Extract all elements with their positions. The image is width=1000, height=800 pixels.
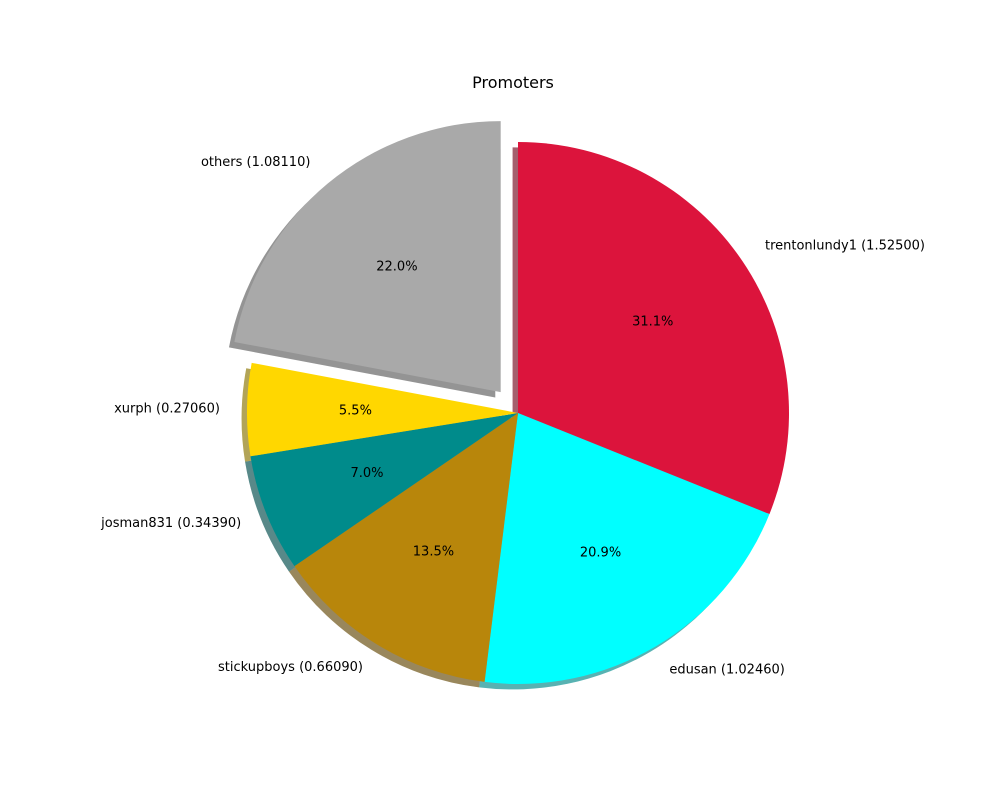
slice-xurph — [247, 362, 518, 457]
slice-label-others: others (1.08110) — [201, 155, 310, 170]
slice-others — [234, 121, 501, 393]
pie-slices — [234, 121, 789, 684]
pct-label-xurph: 5.5% — [339, 403, 372, 418]
slice-labels: trentonlundy1 (1.52500) 31.1% edusan (1.02… — [100, 155, 925, 677]
chart-title: Promoters — [472, 73, 554, 92]
pct-label-edusan: 20.9% — [580, 546, 621, 561]
slice-label-stickupboys: stickupboys (0.66090) — [218, 660, 363, 675]
slice-josman831 — [250, 413, 519, 567]
slice-stickupboys — [294, 413, 518, 682]
slice-trentonlundy1 — [518, 142, 789, 515]
slice-edusan — [484, 413, 770, 684]
pct-label-trentonlundy1: 31.1% — [632, 314, 673, 329]
pct-label-josman831: 7.0% — [351, 466, 384, 481]
slice-label-edusan: edusan (1.02460) — [669, 662, 785, 677]
slice-label-josman831: josman831 (0.34390) — [100, 516, 241, 531]
pct-label-stickupboys: 13.5% — [413, 544, 454, 559]
slice-label-trentonlundy1: trentonlundy1 (1.52500) — [765, 239, 925, 254]
slice-label-xurph: xurph (0.27060) — [114, 402, 220, 417]
pct-label-others: 22.0% — [376, 259, 417, 274]
